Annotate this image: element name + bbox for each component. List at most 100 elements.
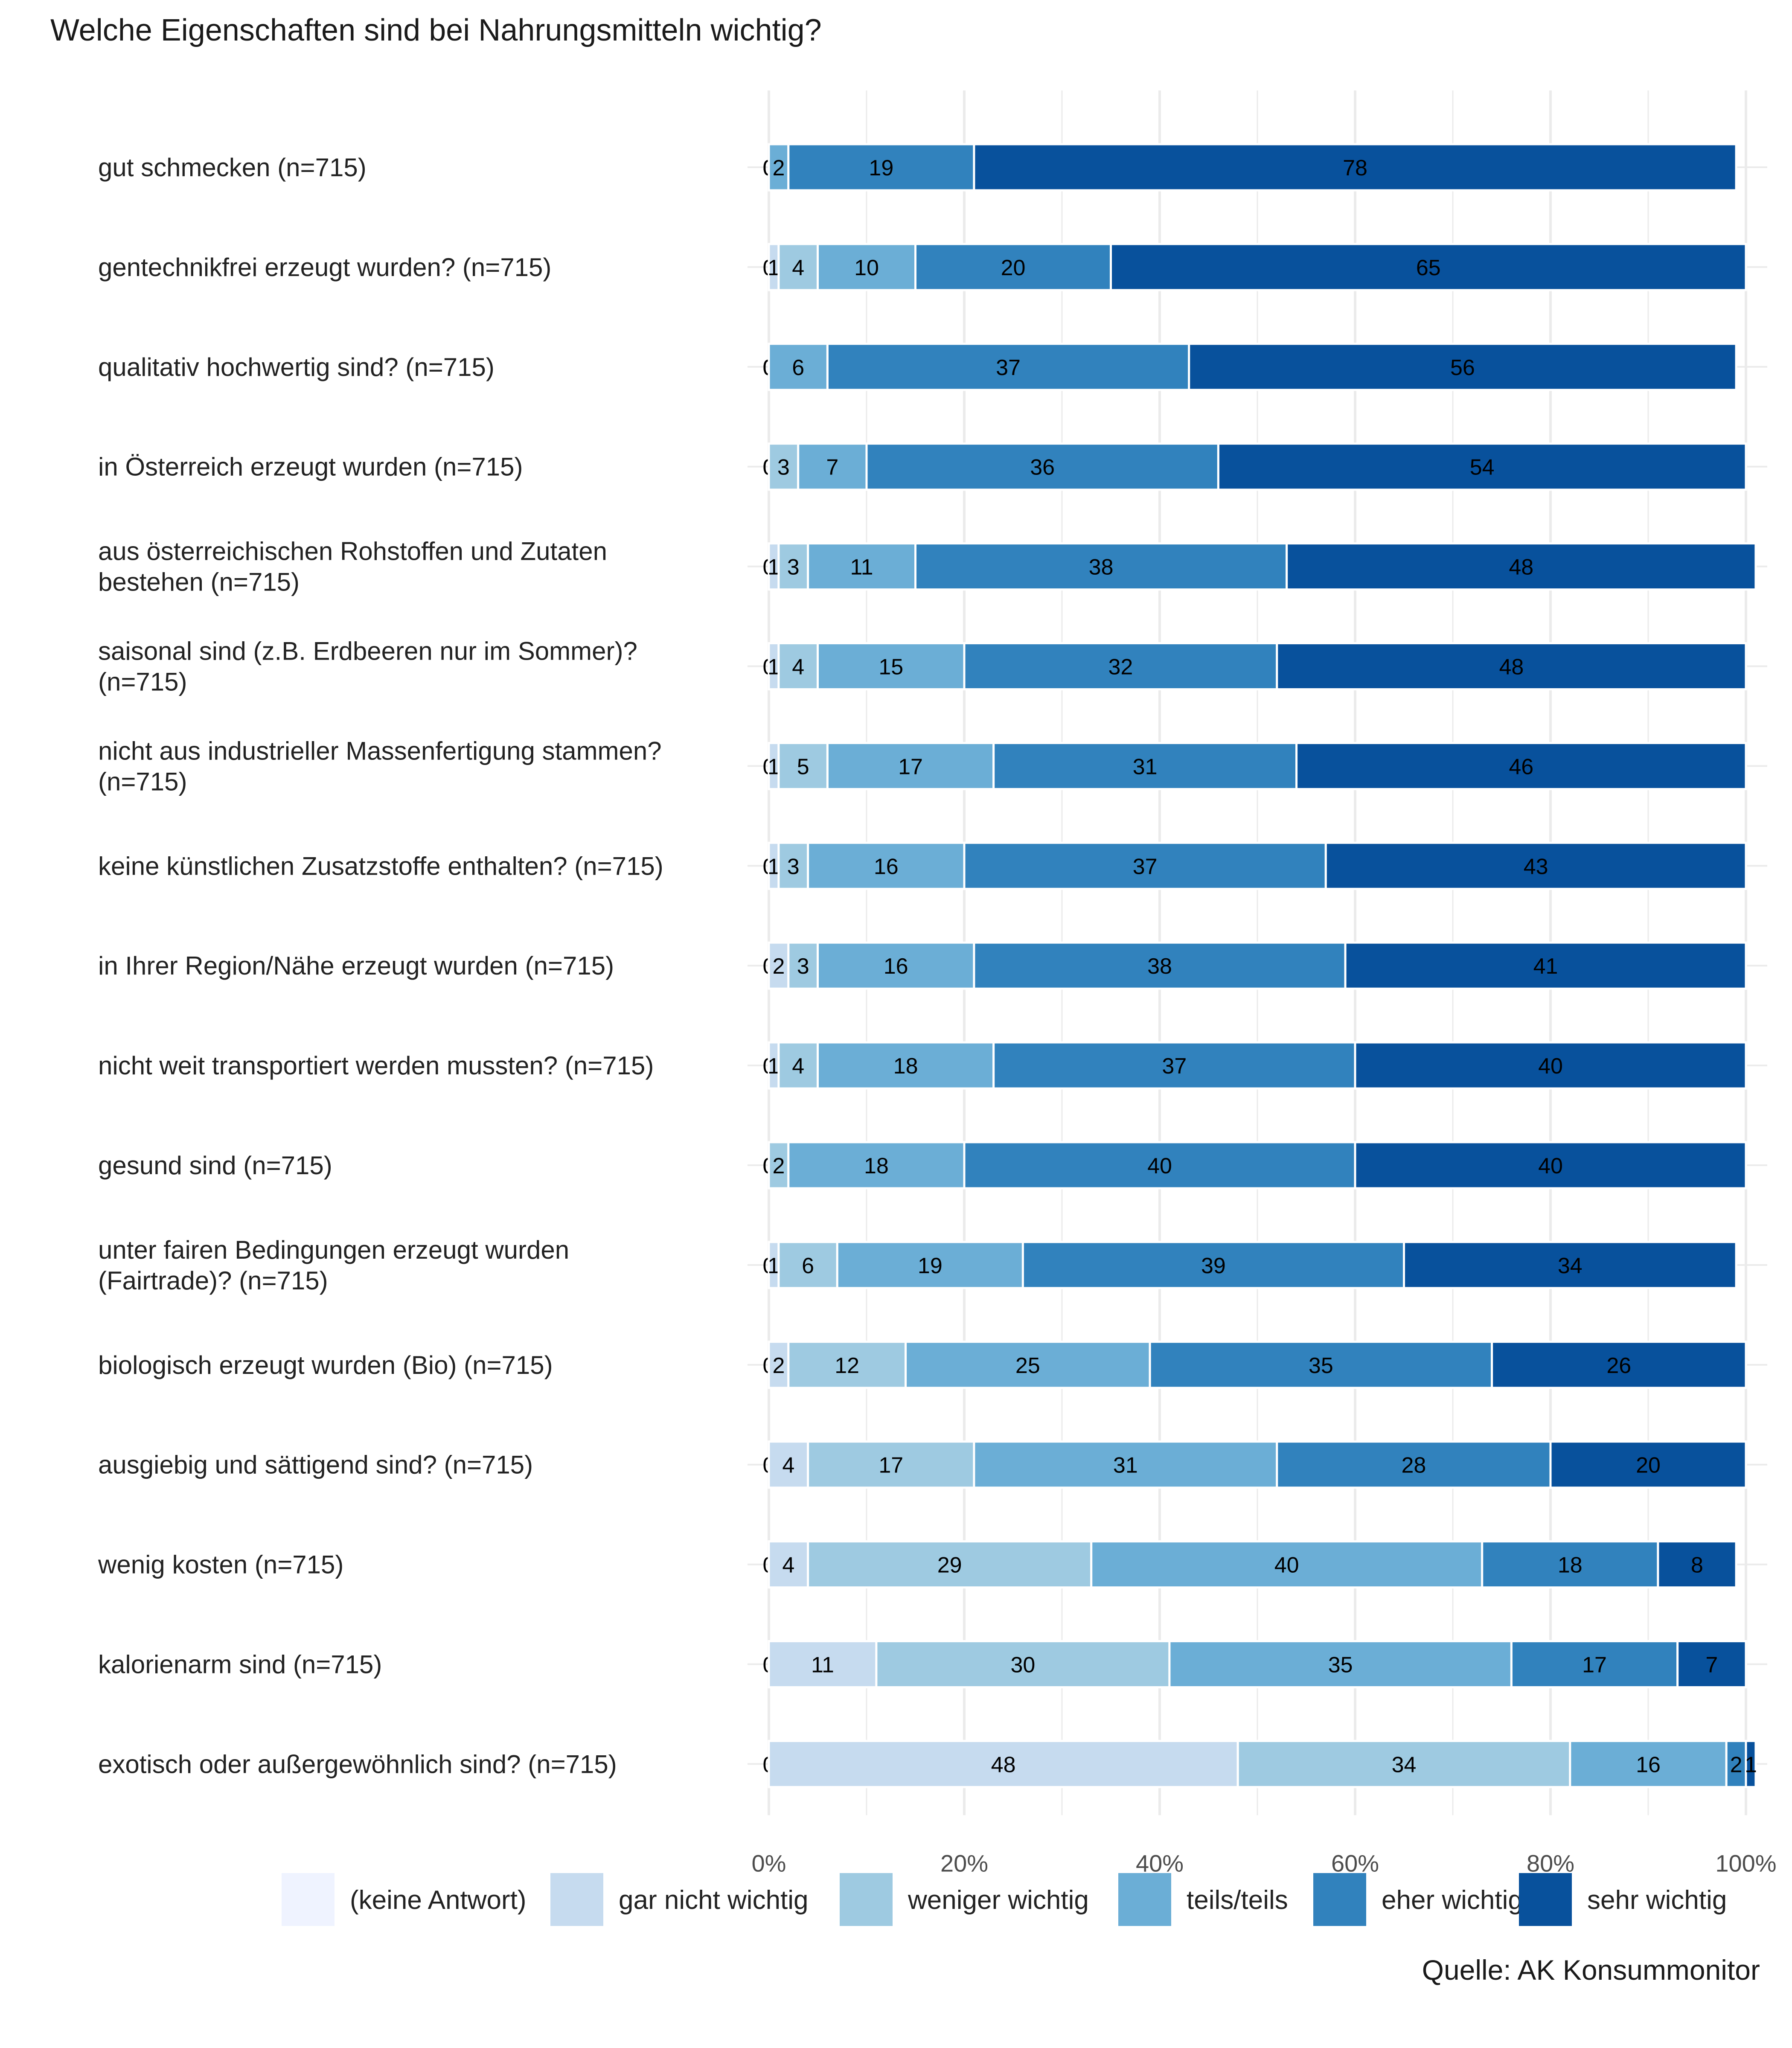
bar-row: 0113035177 bbox=[763, 1640, 1747, 1688]
bar-segment bbox=[875, 1640, 1171, 1688]
bar-value-label: 28 bbox=[1401, 1453, 1426, 1478]
bar-value-label: 35 bbox=[1328, 1653, 1353, 1678]
bar-value-label: 40 bbox=[1538, 1154, 1563, 1178]
bar-segment bbox=[768, 1540, 809, 1589]
legend-item: weniger wichtig bbox=[840, 1873, 1089, 1926]
bar-value-label: 19 bbox=[918, 1254, 943, 1278]
bar-value-label: 3 bbox=[787, 854, 800, 879]
category-label: wenig kosten (n=715) bbox=[98, 1551, 343, 1579]
bar-value-label: 16 bbox=[884, 954, 908, 979]
bar-value-label: 11 bbox=[850, 555, 873, 580]
bar-segment bbox=[787, 1341, 907, 1389]
bar-value-label: 2 bbox=[772, 1353, 785, 1378]
bar-segment bbox=[1149, 1341, 1493, 1389]
legend: (keine Antwort) gar nicht wichtig weniger … bbox=[282, 1873, 1727, 1926]
bar-value-label: 78 bbox=[1343, 156, 1367, 180]
category-label: in Österreich erzeugt wurden (n=715) bbox=[98, 453, 523, 481]
bar-segment bbox=[826, 742, 995, 790]
bar-row: 048341621 bbox=[763, 1740, 1757, 1788]
bar-value-label: 48 bbox=[1499, 655, 1524, 680]
bar-segment bbox=[787, 1141, 966, 1190]
chart-title: Welche Eigenschaften sind bei Nahrungsmi… bbox=[50, 13, 822, 47]
x-tick-label: 100% bbox=[1715, 1850, 1776, 1876]
legend-item: eher wichtig bbox=[1313, 1873, 1523, 1926]
bar-value-label: 15 bbox=[879, 655, 903, 680]
bar-value-label: 4 bbox=[792, 1054, 804, 1079]
bar-segment bbox=[807, 542, 916, 591]
category-label: biologisch erzeugt wurden (Bio) (n=715) bbox=[98, 1351, 553, 1379]
bar-value-label: 40 bbox=[1274, 1553, 1299, 1578]
x-tick-label: 60% bbox=[1331, 1850, 1379, 1876]
bar-value-label: 6 bbox=[792, 355, 804, 380]
category-label: ausgiebig und sättigend sind? (n=715) bbox=[98, 1451, 533, 1479]
bar-value-label: 4 bbox=[782, 1553, 794, 1578]
bar-value-label: 1 bbox=[1745, 1752, 1757, 1777]
bar-segment bbox=[973, 143, 1737, 192]
legend-label: teils/teils bbox=[1187, 1885, 1288, 1915]
bar-value-label: 35 bbox=[1309, 1353, 1333, 1378]
legend-swatch bbox=[282, 1873, 335, 1926]
bar-row: 0417312820 bbox=[763, 1440, 1747, 1489]
legend-label: gar nicht wichtig bbox=[619, 1885, 809, 1915]
bar-value-label: 31 bbox=[1133, 754, 1158, 779]
bar-value-label: 26 bbox=[1606, 1353, 1631, 1378]
category-label: unter fairen Bedingungen erzeugt wurden(… bbox=[98, 1236, 569, 1295]
bar-value-label: 10 bbox=[854, 256, 879, 280]
bar-value-label: 18 bbox=[893, 1054, 918, 1079]
bar-value-label: 25 bbox=[1015, 1353, 1040, 1378]
bar-value-label: 2 bbox=[772, 1154, 785, 1178]
bar-segment bbox=[817, 642, 966, 690]
bar-value-label: 18 bbox=[1558, 1553, 1583, 1578]
category-label: nicht weit transportiert werden mussten?… bbox=[98, 1051, 654, 1080]
bar-value-label: 40 bbox=[1147, 1154, 1172, 1178]
bar-value-label: 54 bbox=[1470, 455, 1495, 480]
bar-segment bbox=[1295, 742, 1747, 790]
bar-value-label: 38 bbox=[1089, 555, 1114, 580]
bar-segment bbox=[1549, 1440, 1747, 1489]
bar-value-label: 12 bbox=[835, 1353, 859, 1378]
bar-value-label: 7 bbox=[826, 455, 838, 480]
legend-label: eher wichtig bbox=[1382, 1885, 1523, 1915]
legend-item: (keine Antwort) bbox=[282, 1873, 527, 1926]
bar-row: 023163841 bbox=[763, 941, 1747, 990]
legend-swatch bbox=[1519, 1873, 1572, 1926]
legend-swatch bbox=[550, 1873, 603, 1926]
bar-value-label: 48 bbox=[991, 1752, 1016, 1777]
bar-segment bbox=[817, 1041, 995, 1090]
bar-value-label: 6 bbox=[802, 1254, 814, 1278]
bar-segment bbox=[787, 143, 975, 192]
bar-segment bbox=[1354, 1041, 1747, 1090]
bar-value-label: 2 bbox=[772, 954, 785, 979]
category-label: gesund sind (n=715) bbox=[98, 1151, 332, 1180]
bar-value-label: 34 bbox=[1392, 1752, 1417, 1777]
legend-swatch bbox=[1118, 1873, 1171, 1926]
x-tick-label: 0% bbox=[752, 1850, 786, 1876]
bar-value-label: 3 bbox=[787, 555, 800, 580]
bar-value-label: 17 bbox=[879, 1453, 903, 1478]
bar-row: 00021978 bbox=[763, 143, 1737, 192]
x-axis: 0% 20% 40% 60% 80% 100% bbox=[752, 1850, 1777, 1876]
category-label: qualitativ hochwertig sind? (n=715) bbox=[98, 353, 495, 381]
bar-value-label: 40 bbox=[1538, 1054, 1563, 1079]
legend-item: gar nicht wichtig bbox=[550, 1873, 809, 1926]
category-label: saisonal sind (z.B. Erdbeeren nur im Som… bbox=[98, 637, 637, 696]
bar-value-label: 29 bbox=[937, 1553, 962, 1578]
bar-segment bbox=[973, 1440, 1278, 1489]
bar-segment bbox=[1569, 1740, 1728, 1788]
legend-item: teils/teils bbox=[1118, 1873, 1288, 1926]
category-labels: gut schmecken (n=715) gentechnikfrei erze… bbox=[98, 153, 663, 1778]
bar-row: 00373654 bbox=[763, 442, 1747, 491]
bar-value-label: 3 bbox=[777, 455, 790, 480]
bar-segment bbox=[1403, 1241, 1737, 1289]
bar-value-label: 2 bbox=[1730, 1752, 1743, 1777]
x-tick-label: 80% bbox=[1527, 1850, 1574, 1876]
bar-segment bbox=[914, 542, 1288, 591]
bar-value-label: 39 bbox=[1201, 1254, 1226, 1278]
bar-segment bbox=[768, 1740, 1239, 1788]
category-label: gut schmecken (n=715) bbox=[98, 153, 367, 182]
category-label: keine künstlichen Zusatzstoffe enthalten… bbox=[98, 852, 663, 880]
bar-segment bbox=[992, 742, 1298, 790]
bars-layer: 0002197801410206500063756003736540131138… bbox=[763, 143, 1757, 1788]
